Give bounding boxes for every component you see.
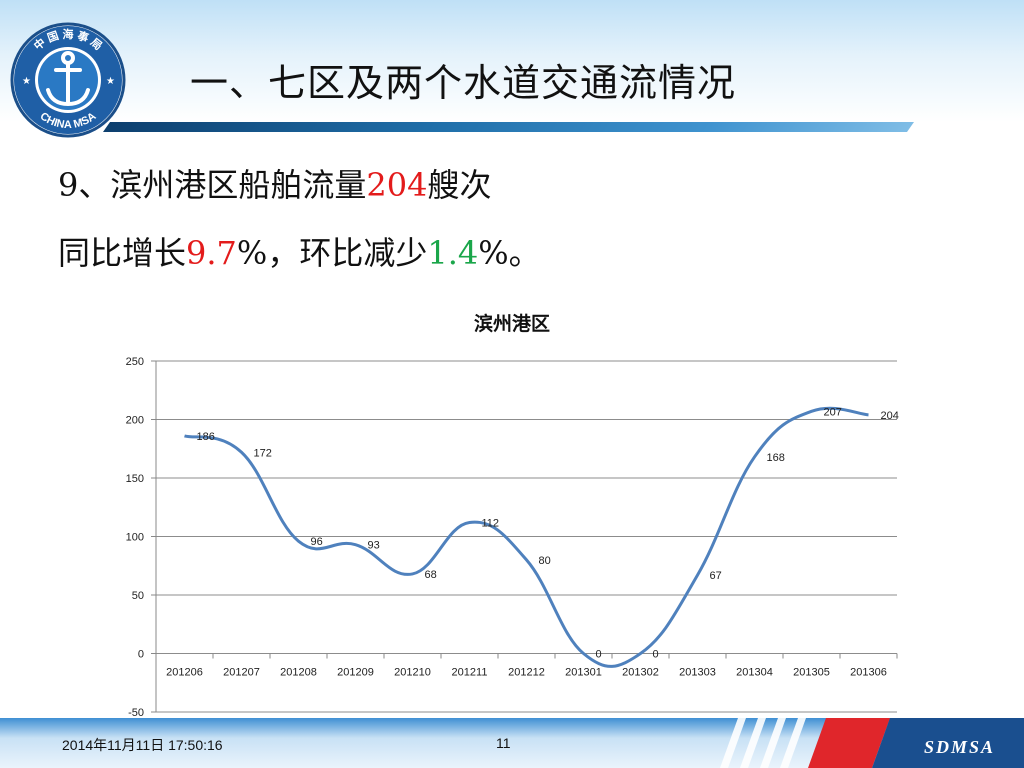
chart-series (184, 406, 869, 668)
china-msa-logo: 中 国 海 事 局 CHINA MSA ★ ★ (10, 22, 126, 138)
chart-gridlines (156, 360, 897, 713)
data-label: 67 (710, 570, 722, 582)
data-label: 96 (311, 536, 323, 548)
yoy-prefix: 同比增长 (58, 234, 187, 272)
data-label: 207 (824, 406, 842, 418)
y-axis: -50 0 50 100 150 200 250 (126, 356, 157, 719)
y-tick-label: 150 (126, 473, 144, 485)
data-label: 168 (767, 452, 785, 464)
chart-container: 滨州港区 -50 0 50 100 150 200 250 201206 201207 2012… (0, 300, 1024, 720)
y-tick-label: 0 (138, 649, 144, 661)
x-tick-label: 201304 (736, 667, 773, 679)
x-tick-label: 201212 (508, 667, 545, 679)
y-tick-label: -50 (128, 707, 144, 719)
chart-title: 滨州港区 (474, 312, 550, 335)
slide-title: 一、七区及两个水道交通流情况 (190, 61, 737, 105)
data-labels: 186 172 96 93 68 112 80 0 0 67 168 207 204 (197, 406, 899, 660)
data-label: 172 (254, 447, 272, 459)
data-label: 204 (881, 410, 899, 422)
growth-suffix: %。 (478, 234, 541, 272)
data-label: 0 (653, 649, 659, 661)
footer-brand: SDMSA (924, 737, 996, 757)
ship-count: 204 (366, 166, 428, 204)
data-label: 0 (596, 649, 602, 661)
svg-text:★: ★ (22, 76, 31, 87)
svg-text:★: ★ (106, 76, 115, 87)
data-label: 93 (368, 540, 380, 552)
series-line (184, 406, 869, 668)
footer-date: 2014年11月11日 17:50:16 (62, 737, 223, 753)
y-tick-label: 50 (132, 590, 144, 602)
x-tick-label: 201211 (452, 667, 488, 679)
header-band (0, 0, 1024, 122)
x-tick-label: 201306 (850, 667, 887, 679)
x-tick-label: 201209 (337, 667, 374, 679)
x-tick-label: 201301 (565, 667, 602, 679)
growth-summary-line: 同比增长9.7%，环比减少1.4%。 (58, 228, 541, 274)
x-tick-label: 201208 (280, 667, 317, 679)
y-tick-label: 250 (126, 356, 144, 368)
mom-prefix: %，环比减少 (236, 234, 428, 272)
y-tick-label: 100 (126, 532, 144, 544)
summary-suffix: 艘次 (427, 166, 492, 204)
data-label: 80 (539, 555, 551, 567)
data-label: 186 (197, 431, 215, 443)
page-number: 11 (496, 735, 511, 751)
x-axis: 201206 201207 201208 201209 201210 201211 2012… (155, 653, 898, 679)
traffic-summary-line: 9、滨州港区船舶流量204艘次 (58, 160, 491, 206)
mom-value: 1.4 (427, 234, 479, 272)
x-tick-label: 201302 (622, 667, 659, 679)
y-tick-label: 200 (126, 415, 144, 427)
x-tick-label: 201210 (394, 667, 431, 679)
x-tick-label: 201305 (793, 667, 830, 679)
x-tick-label: 201207 (223, 667, 260, 679)
yoy-value: 9.7 (186, 234, 237, 272)
x-tick-label: 201206 (166, 667, 203, 679)
summary-prefix: 9、滨州港区船舶流量 (58, 166, 367, 204)
footer-decoration (720, 718, 1024, 768)
data-label: 112 (482, 517, 500, 529)
anchor-icon (46, 51, 90, 107)
data-label: 68 (425, 569, 437, 581)
x-tick-label: 201303 (679, 667, 716, 679)
header-stripe (102, 122, 914, 132)
